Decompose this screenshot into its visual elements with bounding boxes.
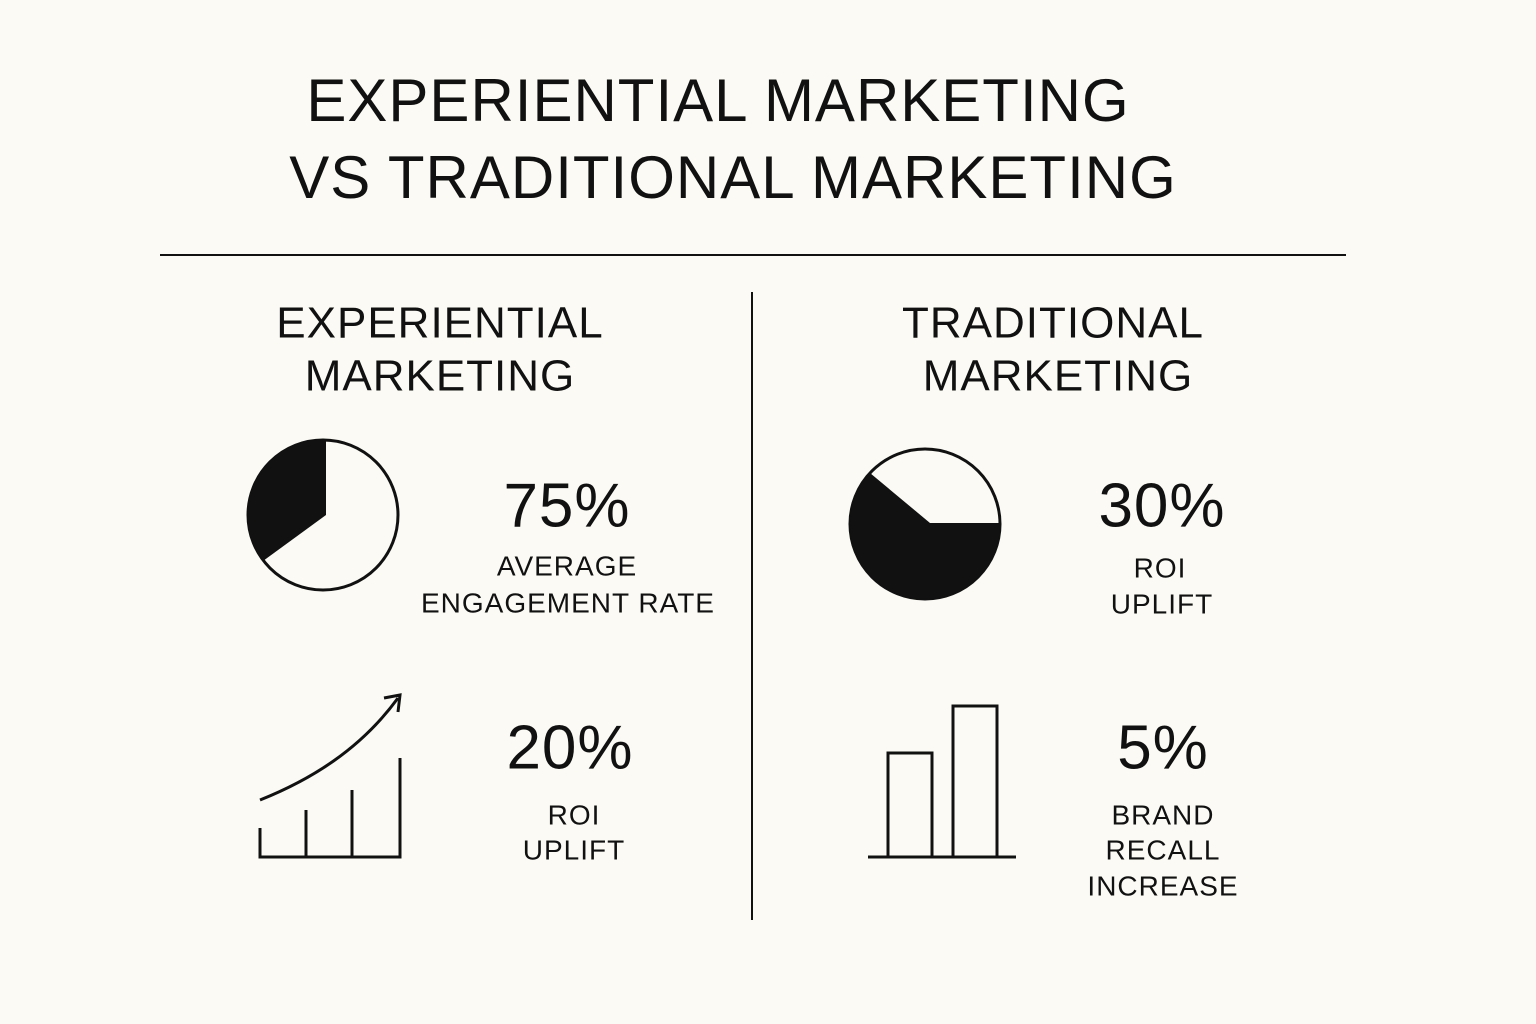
- stat-label: BRAND: [1111, 799, 1214, 830]
- stat-value: 5%: [1117, 713, 1209, 782]
- section-title: MARKETING: [305, 352, 576, 401]
- stat-label: RECALL: [1106, 834, 1221, 865]
- pie-icon: [246, 438, 400, 592]
- title-line: VS TRADITIONAL MARKETING: [289, 144, 1176, 211]
- section-title: EXPERIENTIAL: [276, 299, 603, 348]
- section-title: MARKETING: [923, 352, 1194, 401]
- stat-label: ROI: [548, 799, 601, 830]
- stat-label: ENGAGEMENT RATE: [421, 587, 715, 618]
- stat-label: UPLIFT: [1111, 588, 1213, 619]
- stat-value: 75%: [503, 471, 630, 540]
- stat-label: AVERAGE: [497, 550, 637, 581]
- stat-label: UPLIFT: [523, 834, 625, 865]
- bar-icon: [868, 704, 1016, 859]
- title-line: EXPERIENTIAL MARKETING: [306, 67, 1129, 134]
- growth-icon: [258, 693, 402, 859]
- stat-label: ROI: [1134, 552, 1187, 583]
- stat-value: 30%: [1098, 471, 1225, 540]
- section-title: TRADITIONAL: [902, 299, 1204, 348]
- stat-label: INCREASE: [1087, 870, 1238, 901]
- stat-value: 20%: [506, 713, 633, 782]
- pie-icon: [848, 447, 1002, 601]
